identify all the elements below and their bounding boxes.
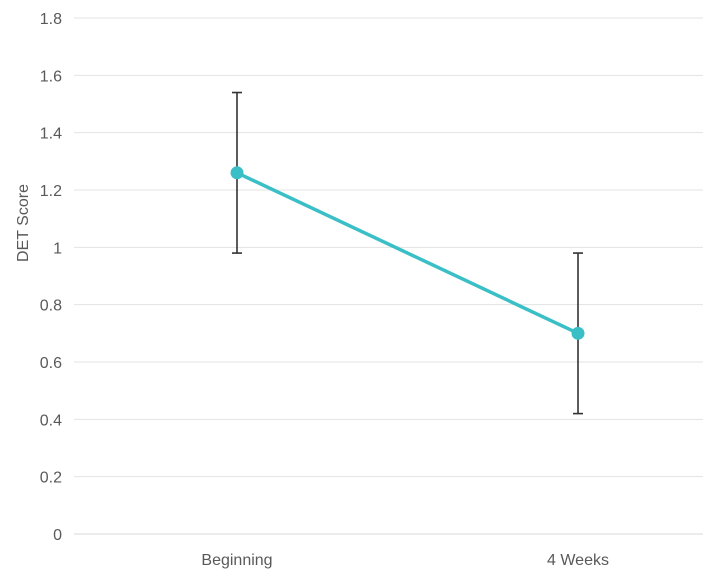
data-point (230, 166, 244, 180)
y-tick-label: 0 (53, 527, 62, 544)
series-line (235, 171, 580, 336)
y-tick-label: 1.2 (40, 183, 62, 200)
series (235, 171, 580, 336)
gridlines (74, 17, 703, 535)
x-tick-label: Beginning (201, 552, 272, 569)
y-axis-title: DET Score (15, 184, 32, 262)
y-tick-label: 0.2 (40, 470, 62, 487)
data-points (230, 166, 585, 340)
y-tick-label: 0.4 (40, 412, 62, 429)
y-axis-tick-labels: 0 0.2 0.4 0.6 0.8 1 1.2 1.4 1.6 1.8 (40, 11, 62, 544)
data-point (571, 326, 585, 340)
y-tick-label: 0.8 (40, 298, 62, 315)
y-tick-label: 0.6 (40, 355, 62, 372)
y-tick-label: 1.6 (40, 68, 62, 85)
x-axis-tick-labels: Beginning 4 Weeks (201, 552, 609, 569)
y-tick-label: 1.4 (40, 126, 62, 143)
y-tick-label: 1.8 (40, 11, 62, 28)
y-tick-label: 1 (53, 240, 62, 257)
x-tick-label: 4 Weeks (547, 552, 609, 569)
